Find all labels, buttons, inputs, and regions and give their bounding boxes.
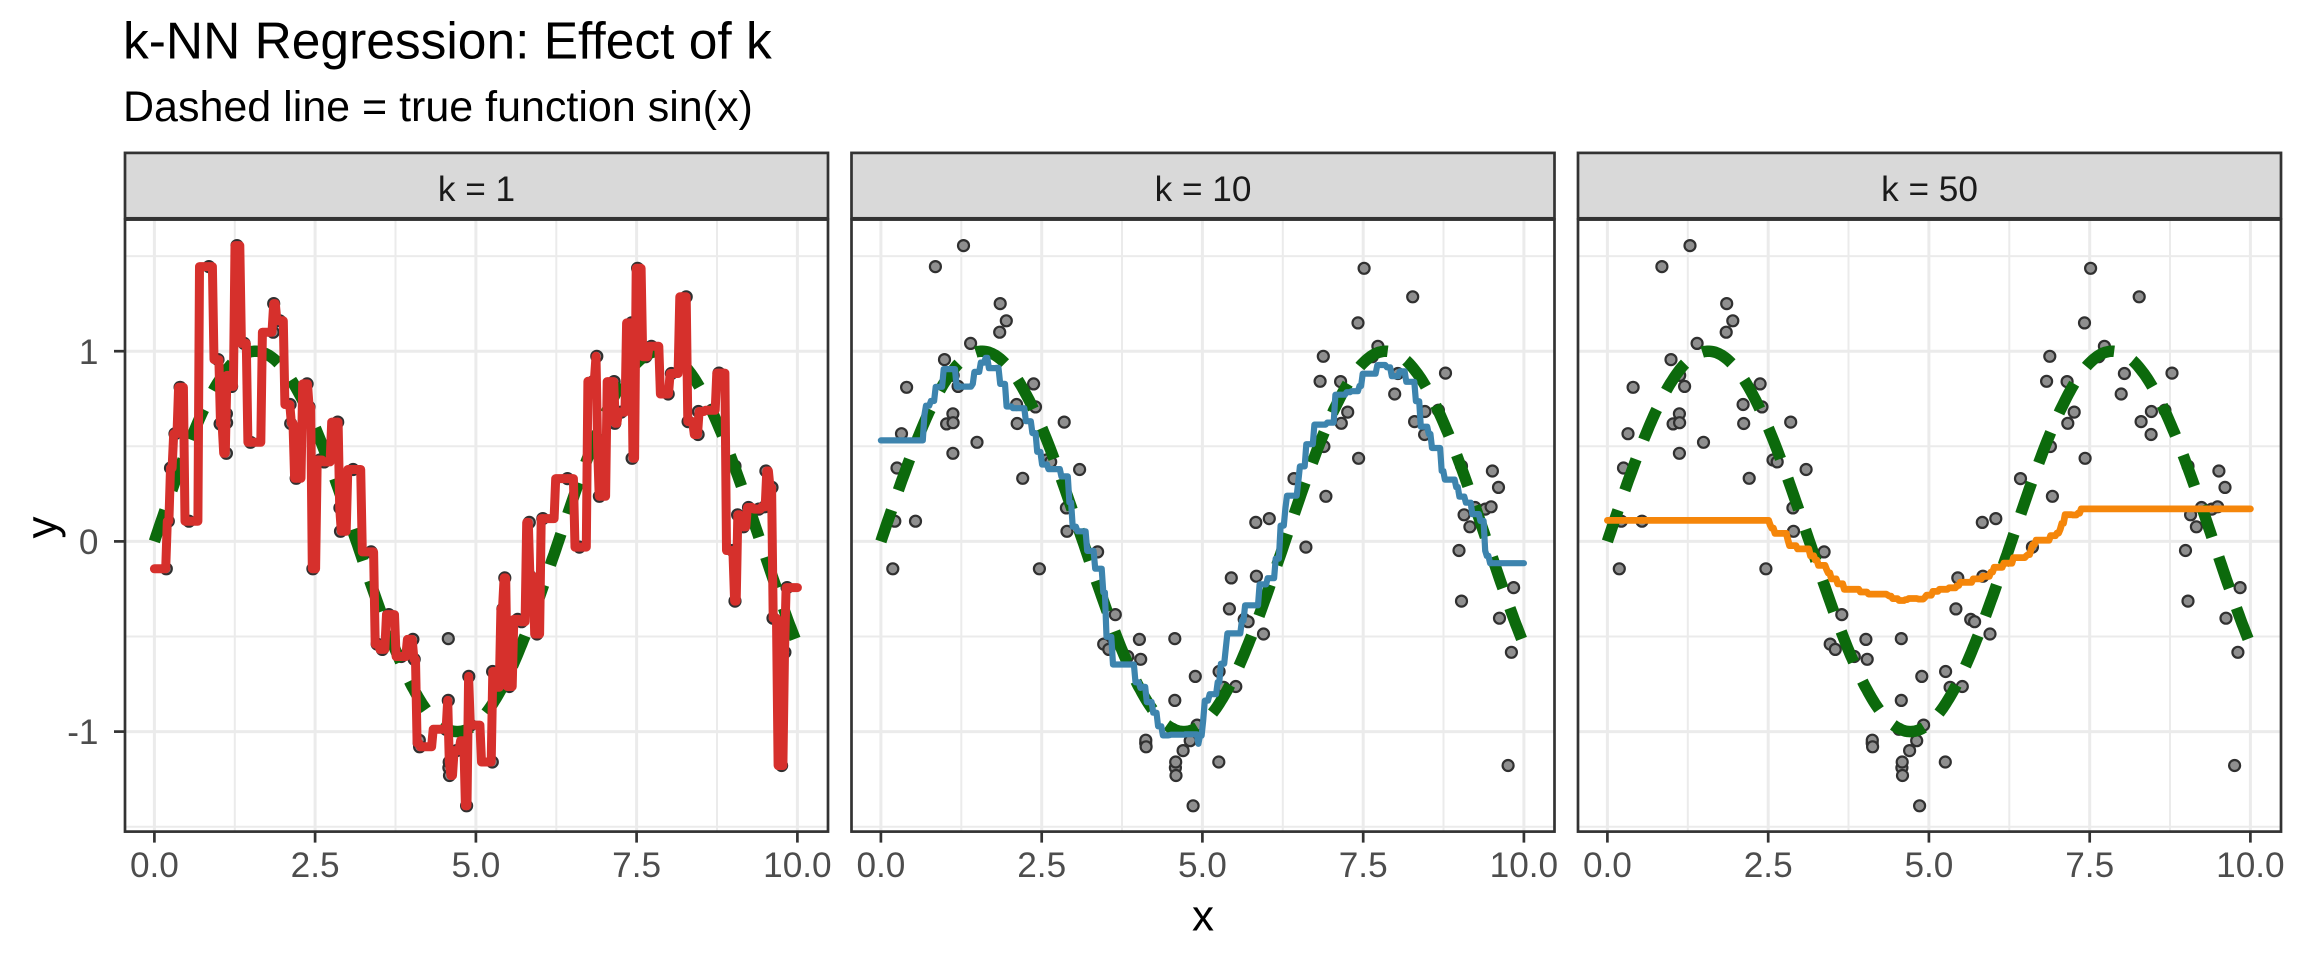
svg-text:1: 1 (79, 333, 99, 372)
svg-text:2.5: 2.5 (1744, 846, 1793, 885)
svg-text:7.5: 7.5 (612, 846, 661, 885)
svg-text:5.0: 5.0 (451, 846, 500, 885)
svg-text:y: y (18, 517, 67, 539)
svg-text:7.5: 7.5 (2065, 846, 2114, 885)
svg-text:10.0: 10.0 (763, 846, 832, 885)
svg-text:k = 1: k = 1 (438, 170, 515, 209)
svg-text:k-NN Regression: Effect of k: k-NN Regression: Effect of k (123, 12, 772, 70)
svg-text:0.0: 0.0 (1583, 846, 1632, 885)
svg-text:x: x (1192, 892, 1214, 941)
svg-text:5.0: 5.0 (1178, 846, 1227, 885)
svg-text:5.0: 5.0 (1904, 846, 1953, 885)
svg-text:7.5: 7.5 (1339, 846, 1388, 885)
svg-text:0: 0 (79, 523, 99, 562)
svg-text:10.0: 10.0 (2216, 846, 2285, 885)
svg-text:k = 50: k = 50 (1881, 170, 1978, 209)
svg-text:0.0: 0.0 (856, 846, 905, 885)
svg-text:0.0: 0.0 (130, 846, 179, 885)
svg-text:-1: -1 (67, 713, 98, 752)
svg-text:Dashed line = true function si: Dashed line = true function sin(x) (123, 83, 753, 131)
svg-text:10.0: 10.0 (1490, 846, 1559, 885)
svg-text:k = 10: k = 10 (1155, 170, 1252, 209)
svg-text:2.5: 2.5 (291, 846, 340, 885)
svg-text:2.5: 2.5 (1017, 846, 1066, 885)
